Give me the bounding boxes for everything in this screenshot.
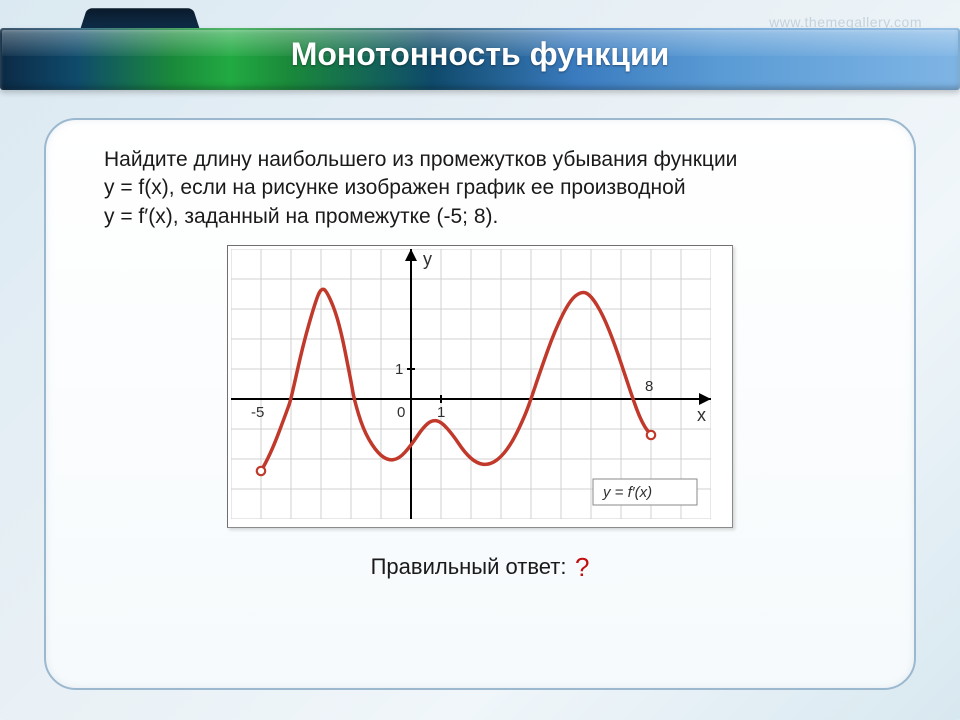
svg-text:y: y: [423, 249, 432, 269]
header: Монотонность функции: [0, 28, 960, 90]
chart-frame: y x 0 1 1 -5 8 y = f′(x): [227, 245, 733, 528]
problem-line-1: Найдите длину наибольшего из промежутков…: [104, 146, 856, 174]
header-tab: [80, 8, 200, 30]
answer-placeholder[interactable]: ?: [575, 552, 589, 582]
svg-text:8: 8: [645, 378, 653, 395]
svg-text:1: 1: [395, 361, 403, 378]
slide: www.themegallery.com Монотонность функци…: [0, 0, 960, 720]
svg-text:-5: -5: [251, 404, 264, 421]
svg-text:y = f′(x): y = f′(x): [602, 484, 652, 501]
content-card: Найдите длину наибольшего из промежутков…: [44, 118, 916, 690]
answer-row: Правильный ответ: ?: [104, 552, 856, 583]
answer-label: Правильный ответ:: [371, 554, 567, 579]
problem-line-3: y = f′(x), заданный на промежутке (-5; 8…: [104, 203, 856, 231]
problem-line-2: y = f(x), если на рисунке изображен граф…: [104, 174, 856, 202]
derivative-plot: y x 0 1 1 -5 8 y = f′(x): [231, 249, 711, 519]
page-title: Монотонность функции: [0, 36, 960, 73]
svg-text:1: 1: [437, 404, 445, 421]
svg-text:x: x: [697, 405, 706, 425]
problem-text: Найдите длину наибольшего из промежутков…: [104, 146, 856, 231]
svg-text:0: 0: [397, 404, 405, 421]
title-bar: Монотонность функции: [0, 28, 960, 90]
chart-container: y x 0 1 1 -5 8 y = f′(x): [227, 245, 733, 528]
